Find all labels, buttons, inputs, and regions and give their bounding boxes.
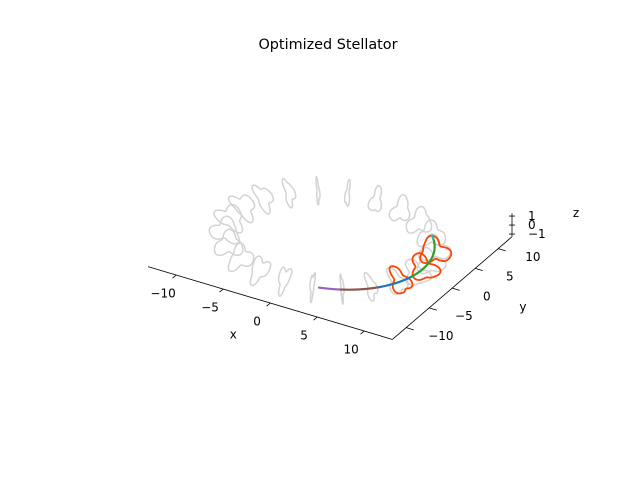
coils-layer — [208, 176, 453, 305]
y-tick-mark — [475, 267, 483, 271]
x-tick-label: 10 — [343, 343, 358, 357]
coil-curve — [404, 258, 433, 286]
coil-curve — [309, 272, 317, 304]
coil-curve — [208, 215, 240, 245]
magnetic-axis-layer — [317, 234, 436, 291]
y-tick-label: 5 — [506, 270, 514, 284]
y-tick-label: −10 — [428, 329, 453, 343]
coil-curve — [405, 205, 433, 234]
x-tick-label: −5 — [201, 301, 219, 315]
y-axis-label: y — [519, 300, 526, 314]
coil-curve — [227, 242, 255, 273]
y-tick-label: 10 — [525, 250, 540, 264]
coil-curve — [339, 273, 345, 305]
x-axis-label: x — [230, 327, 237, 341]
chart-title: Optimized Stellator — [258, 37, 397, 53]
magnetic-axis-segment — [430, 234, 435, 240]
y-tick-label: 0 — [483, 289, 491, 303]
coil-curve — [343, 178, 351, 207]
magnetic-axis-segment — [317, 286, 342, 291]
magnetic-axis-segment — [411, 237, 436, 278]
x-tick-label: 5 — [300, 329, 308, 343]
z-tick-label: 0 — [528, 218, 536, 232]
magnetic-axis-segment — [339, 286, 381, 291]
y-tick-mark — [429, 307, 437, 311]
x-tick-label: 0 — [253, 315, 261, 329]
coil-curve — [213, 228, 244, 257]
coil-curve — [277, 266, 293, 297]
coil-curve — [367, 184, 383, 213]
x-tick-mark — [360, 330, 365, 335]
coil-curve — [227, 194, 256, 224]
x-tick-label: −10 — [150, 287, 175, 301]
x-tick-mark — [313, 316, 318, 321]
z-tick-label: 1 — [528, 209, 536, 223]
x-tick-mark — [172, 274, 177, 279]
coil-curve — [315, 176, 321, 206]
coil-curve — [363, 271, 379, 302]
y-tick-label: −5 — [455, 309, 473, 323]
coil-curve — [251, 184, 275, 215]
y-tick-mark — [406, 327, 414, 331]
x-tick-mark — [219, 288, 224, 293]
coil-curve — [213, 203, 244, 234]
coil-curve — [249, 255, 272, 287]
coil-curve — [281, 177, 297, 209]
coil-curve — [416, 219, 447, 248]
coil-curve — [419, 234, 453, 264]
x-tick-mark — [266, 302, 271, 307]
coil-curve — [388, 193, 411, 222]
coil-curve — [388, 265, 414, 295]
y-tick-mark — [452, 287, 460, 291]
z-axis-label: z — [573, 206, 579, 220]
axes-layer — [147, 213, 515, 340]
z-tick-label: −1 — [528, 227, 546, 241]
y-tick-mark — [498, 248, 506, 252]
magnetic-axis-segment — [377, 275, 414, 289]
